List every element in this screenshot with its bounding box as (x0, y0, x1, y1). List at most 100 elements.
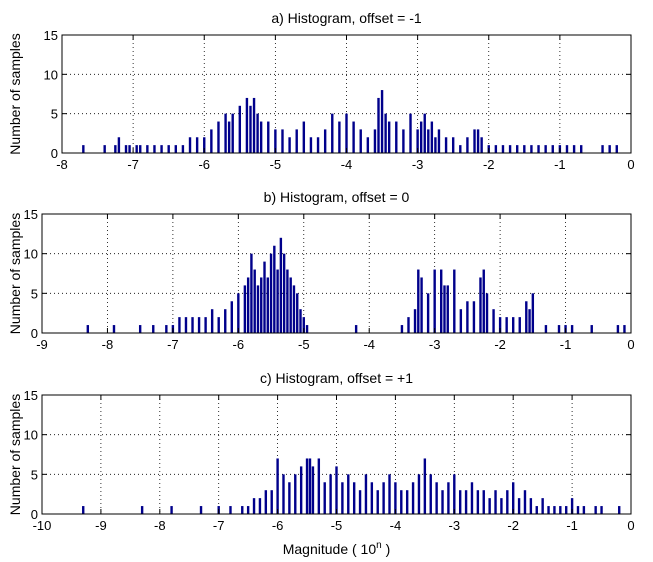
histogram-bar (86, 325, 90, 333)
histogram-bar (429, 474, 432, 514)
histogram-bar (352, 121, 355, 153)
x-tick-label: -4 (341, 157, 353, 172)
histogram-bar (174, 145, 177, 153)
histogram-bar (572, 145, 576, 153)
histogram-bar (470, 482, 474, 514)
x-tick-label: -5 (270, 157, 282, 172)
y-axis-label: Number of samples (7, 394, 23, 515)
histogram-bar (570, 325, 574, 333)
histogram-bar (311, 466, 315, 514)
histogram-bar (238, 105, 242, 153)
histogram-bar (249, 105, 252, 153)
x-tick-label: -10 (33, 518, 52, 533)
y-axis-label: Number of samples (7, 213, 23, 334)
histogram-bar (160, 145, 163, 153)
histogram-bar (434, 137, 437, 153)
histogram-bar (245, 97, 249, 153)
histogram-bar (530, 145, 533, 153)
histogram-bar (459, 309, 463, 333)
y-axis-label: Number of samples (7, 33, 23, 154)
histogram-bar (551, 145, 554, 153)
histogram-bar (409, 113, 412, 153)
histogram-bar (139, 145, 142, 153)
histogram-bar (210, 309, 214, 333)
histogram-bar (608, 145, 611, 153)
histogram-bar (258, 498, 262, 514)
histogram-bar (195, 137, 199, 153)
histogram-bar (124, 145, 128, 153)
histogram-bar (354, 325, 358, 333)
histogram-bar (492, 309, 495, 333)
histogram-bar (165, 325, 168, 333)
panel-a: -8 -7 -6 -5 -4 -3 -2 -1 0 0 5 10 15 a) Histogram, off… (7, 10, 635, 172)
histogram-bar (302, 121, 306, 153)
histogram-bar (544, 145, 547, 153)
y-tick-label: 0 (31, 507, 38, 522)
x-tick-label: -4 (363, 337, 375, 352)
histogram-bar (400, 490, 403, 514)
histogram-bar (488, 498, 491, 514)
histogram-bar (260, 277, 263, 333)
y-tick-label: 10 (24, 247, 38, 262)
histogram-bar (482, 269, 485, 333)
x-tick-label: -7 (213, 518, 225, 533)
histogram-bar (440, 269, 443, 333)
histogram-bar (282, 474, 285, 514)
histogram-bar (331, 113, 334, 153)
x-tick-label: -3 (412, 157, 424, 172)
histogram-bar (305, 325, 309, 333)
histogram-bar (281, 129, 284, 153)
histogram-bar (417, 269, 420, 333)
histogram-bar (294, 474, 297, 514)
histogram-bar (270, 490, 273, 514)
histogram-bar (237, 293, 240, 333)
histogram-bar (426, 293, 430, 333)
histogram-bar (480, 137, 483, 153)
x-tick-label: -8 (102, 337, 114, 352)
x-tick-label: -5 (298, 337, 310, 352)
histogram-bar (299, 466, 303, 514)
histogram-bar (256, 285, 260, 333)
y-tick-label: 5 (31, 286, 38, 301)
histogram-bar (453, 269, 456, 333)
histogram-bar (464, 490, 468, 514)
y-tick-label: 0 (51, 146, 58, 161)
histogram-bar (547, 506, 550, 514)
histogram-bar (341, 482, 344, 514)
histogram-bar (482, 490, 485, 514)
histogram-bar (308, 458, 312, 514)
y-tick-label: 15 (24, 207, 38, 222)
histogram-bar (82, 506, 85, 514)
histogram-bar (264, 490, 268, 514)
histogram-bar (528, 309, 531, 333)
histogram-bar (210, 129, 213, 153)
histogram-bar (473, 129, 476, 153)
x-tick-label: -3 (429, 337, 441, 352)
histogram-bar (241, 506, 244, 514)
histogram-bar (246, 506, 250, 514)
x-tick-label: -1 (566, 518, 578, 533)
histogram-bar (309, 137, 313, 153)
histogram-bar (230, 301, 233, 333)
x-tick-label: -6 (272, 518, 284, 533)
histogram-bar (601, 145, 604, 153)
x-tick-label: -9 (95, 518, 107, 533)
histogram-bar (231, 113, 234, 153)
histogram-bar (557, 325, 561, 333)
histogram-bar (416, 129, 419, 153)
histogram-bar (500, 498, 503, 514)
histogram-bar (296, 293, 299, 333)
histogram-bar (199, 506, 203, 514)
histogram-bar (459, 145, 462, 153)
histogram-bar (512, 317, 515, 333)
histogram-bar (274, 129, 277, 153)
x-tick-label: -8 (154, 518, 166, 533)
histogram-bar (600, 506, 603, 514)
x-axis-label: Magnitude ( 10n ) (283, 540, 391, 557)
x-tick-label: -2 (483, 157, 495, 172)
histogram-bar (400, 325, 404, 333)
chart-title: b) Histogram, offset = 0 (264, 189, 410, 205)
histogram-bar (347, 474, 350, 514)
histogram-bar (250, 253, 253, 333)
